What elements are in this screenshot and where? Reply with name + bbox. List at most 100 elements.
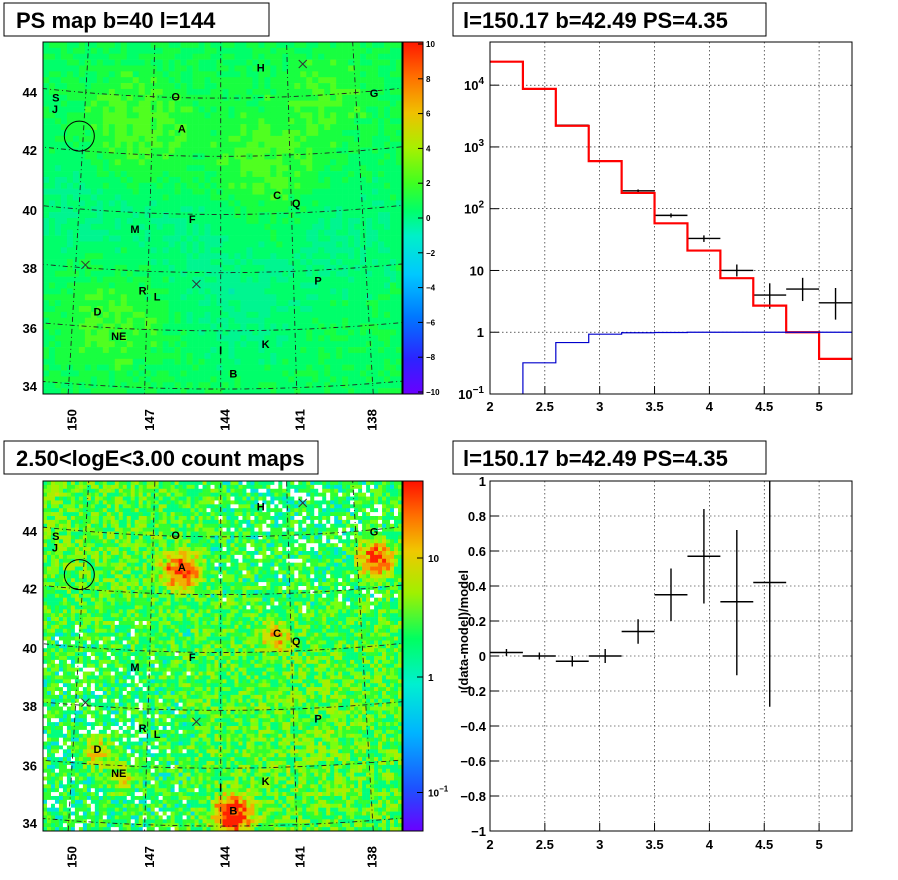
source-label-k: K xyxy=(262,339,270,351)
source-label-i: I xyxy=(219,782,222,794)
x-tick-label: 147 xyxy=(142,409,157,431)
residual-y-axis-label: (data-model)/model xyxy=(456,570,471,690)
x-tick-label: 150 xyxy=(65,409,80,431)
colorbar-tick-label: 6 xyxy=(426,110,431,119)
colorbar-tick-label: 0 xyxy=(426,214,431,223)
source-label-d: D xyxy=(94,306,102,318)
x-tick-label: 138 xyxy=(364,846,379,868)
count-map-title-text: 2.50<logE<3.00 count maps xyxy=(16,446,305,471)
y-tick-label: 1 xyxy=(477,325,484,340)
source-label-g: G xyxy=(370,88,379,100)
ps-map-x-ticks: 150 147 144 141 138 xyxy=(65,408,380,430)
source-label-ne: NE xyxy=(111,768,126,780)
x-tick-label: 3.5 xyxy=(646,399,664,414)
y-tick-label: 42 xyxy=(23,143,37,158)
source-label-c: C xyxy=(273,190,281,202)
source-label-q: Q xyxy=(292,636,301,648)
x-tick-label: 147 xyxy=(142,846,157,868)
x-tick-label: 4 xyxy=(706,399,714,414)
source-label-o: O xyxy=(171,530,180,542)
x-tick-label: 5 xyxy=(815,837,822,852)
source-label-h: H xyxy=(257,501,265,513)
ps-map-title-text: PS map b=40 l=144 xyxy=(16,8,216,33)
source-label-f: F xyxy=(189,214,196,226)
y-tick-label: 0.6 xyxy=(468,544,486,559)
x-tick-label: 141 xyxy=(293,409,308,431)
x-tick-label: 2.5 xyxy=(536,399,554,414)
source-label-f: F xyxy=(189,652,196,664)
count-map-heatmap xyxy=(43,481,402,831)
colorbar-tick-label: −4 xyxy=(426,284,436,293)
y-tick-label: 38 xyxy=(23,699,37,714)
colorbar-tick-label: 10 xyxy=(426,40,435,49)
y-tick-label: 34 xyxy=(23,816,38,831)
y-tick-label: 0 xyxy=(479,649,486,664)
y-tick-label: 104 xyxy=(464,76,484,93)
x-tick-label: 4.5 xyxy=(755,399,773,414)
x-tick-label: 2 xyxy=(486,399,493,414)
x-tick-label: 2 xyxy=(486,837,493,852)
colorbar-tick-label: −2 xyxy=(426,249,436,258)
colorbar-tick-label: −6 xyxy=(426,318,436,327)
x-tick-label: 4 xyxy=(706,837,714,852)
y-tick-label: 103 xyxy=(464,138,484,155)
source-label-m: M xyxy=(130,662,139,674)
spectrum-series xyxy=(490,61,852,400)
source-label-q: Q xyxy=(292,198,301,210)
source-label-r: R xyxy=(139,723,147,735)
y-tick-label: 44 xyxy=(23,85,38,100)
y-tick-label: −0.4 xyxy=(460,719,486,734)
source-label-s: S xyxy=(52,531,59,543)
source-label-r: R xyxy=(139,285,147,297)
ps-map-heatmap xyxy=(43,42,402,394)
source-label-c: C xyxy=(273,628,281,640)
source-label-p: P xyxy=(314,713,321,725)
count-map-colorbar xyxy=(403,481,423,831)
x-tick-label: 138 xyxy=(364,409,379,431)
residual-title: l=150.17 b=42.49 PS=4.35 xyxy=(453,441,766,474)
source-label-s: S xyxy=(52,93,59,105)
source-label-b: B xyxy=(229,368,237,380)
series-background xyxy=(490,332,852,400)
y-tick-label: 1 xyxy=(479,474,486,489)
source-label-h: H xyxy=(257,62,265,74)
x-tick-label: 150 xyxy=(65,846,80,868)
spectrum-title: l=150.17 b=42.49 PS=4.35 xyxy=(453,3,766,36)
colorbar-tick-label: 4 xyxy=(426,144,431,153)
ps-map-title: PS map b=40 l=144 xyxy=(4,3,269,36)
source-label-a: A xyxy=(178,124,186,136)
colorbar-tick-label: −10 xyxy=(426,388,440,397)
x-tick-label: 144 xyxy=(217,845,232,867)
y-tick-label: 42 xyxy=(23,582,37,597)
x-tick-label: 3 xyxy=(596,399,603,414)
source-label-b: B xyxy=(229,805,237,817)
source-label-i: I xyxy=(219,345,222,357)
y-tick-label: 44 xyxy=(23,524,38,539)
source-label-ne: NE xyxy=(111,331,126,343)
colorbar-tick-label: 10−1 xyxy=(428,785,449,800)
source-label-j: J xyxy=(52,543,58,555)
y-tick-label: 102 xyxy=(464,200,484,217)
y-tick-label: 0.8 xyxy=(468,509,486,524)
x-tick-label: 144 xyxy=(217,408,232,430)
source-label-l: L xyxy=(154,729,161,741)
spectrum-grid xyxy=(490,42,852,394)
count-map-title: 2.50<logE<3.00 count maps xyxy=(4,441,318,474)
source-label-g: G xyxy=(370,526,379,538)
x-tick-label: 4.5 xyxy=(755,837,773,852)
y-tick-label: 10−1 xyxy=(458,385,484,402)
y-tick-label: −1 xyxy=(471,824,486,839)
spectrum-title-text: l=150.17 b=42.49 PS=4.35 xyxy=(463,8,728,33)
y-tick-label: −0.8 xyxy=(460,789,486,804)
y-tick-label: 38 xyxy=(23,261,37,276)
x-tick-label: 3.5 xyxy=(646,837,664,852)
